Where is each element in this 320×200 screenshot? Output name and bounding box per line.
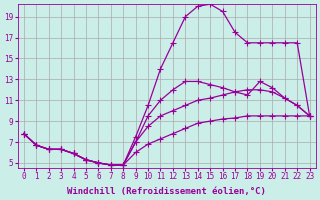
X-axis label: Windchill (Refroidissement éolien,°C): Windchill (Refroidissement éolien,°C) [67,187,266,196]
